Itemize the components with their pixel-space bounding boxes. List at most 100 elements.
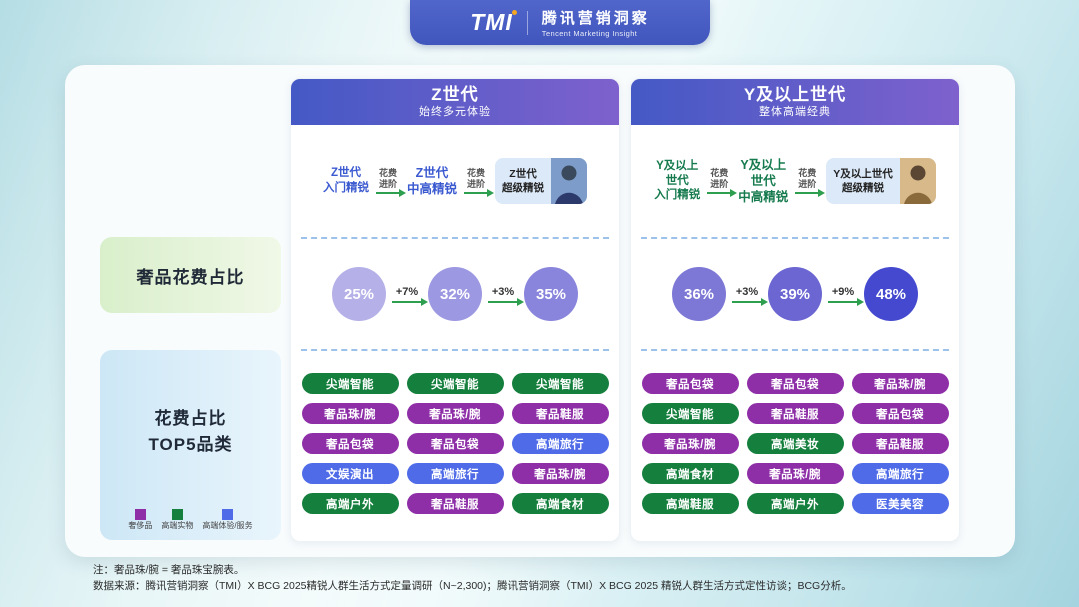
spend-share-circle: 25% bbox=[332, 267, 386, 321]
logo-divider bbox=[526, 10, 528, 35]
top5-category-pill: 高端旅行 bbox=[511, 433, 609, 454]
step-line: 花费 bbox=[798, 167, 817, 178]
delta-label: +7% bbox=[395, 285, 419, 298]
right-arrow-icon bbox=[828, 297, 864, 306]
step-line: 进阶 bbox=[378, 179, 397, 189]
stage-line: Z世代 bbox=[330, 167, 361, 180]
z-gen-portrait-photo bbox=[551, 158, 587, 204]
brand-name-cn: 腾讯营销洞察 bbox=[541, 10, 650, 27]
top5-category-pill: 高端旅行 bbox=[406, 463, 504, 484]
tmi-logo: TMI bbox=[470, 9, 517, 35]
spend-share-circle: 36% bbox=[672, 267, 726, 321]
top5-category-pill: 高端食材 bbox=[641, 463, 739, 484]
dashed-divider bbox=[301, 237, 609, 239]
legend-label: 奢侈品 bbox=[128, 521, 153, 530]
top5-category-pill: 奢品珠/腕 bbox=[511, 463, 609, 484]
brand-name-en: Tencent Marketing Insight bbox=[541, 29, 638, 38]
footnote-definition: 注：奢品珠/腕 = 奢品珠宝腕表。 bbox=[93, 564, 245, 576]
right-arrow-icon bbox=[707, 189, 738, 198]
top5-category-pill: 奢品鞋服 bbox=[746, 403, 844, 424]
stage-line: 中高精锐 bbox=[406, 182, 457, 196]
step-line: 花费 bbox=[710, 167, 729, 178]
super-elite-label: Y及以上世代 超级精锐 bbox=[826, 162, 900, 200]
main-card: 奢品花费占比 花费占比 TOP5品类 奢侈品 高端实物 高端体验/服务 Z世代 始终… bbox=[65, 65, 1015, 557]
stage-line: 入门精锐 bbox=[322, 182, 369, 194]
right-arrow-icon bbox=[464, 189, 494, 198]
top5-category-pill: 尖端智能 bbox=[301, 373, 399, 394]
top5-category-pill: 医美美容 bbox=[851, 493, 949, 514]
spend-share-circle: 32% bbox=[428, 267, 482, 321]
spend-share-delta: +3% bbox=[488, 285, 524, 306]
spend-upgrade-step: 花费 进阶 bbox=[464, 167, 494, 198]
top5-category-pill: 奢品珠/腕 bbox=[641, 433, 739, 454]
super-elite-label: Z世代 超级精锐 bbox=[495, 162, 551, 200]
stage-line: Z世代 bbox=[509, 167, 537, 180]
panel-z-title: Z世代 bbox=[431, 85, 479, 105]
delta-label: +3% bbox=[491, 285, 515, 298]
top5-category-pill: 尖端智能 bbox=[406, 373, 504, 394]
step-line: 花费 bbox=[466, 167, 485, 178]
spend-share-circle: 48% bbox=[864, 267, 918, 321]
stage-line: Y及以上 bbox=[740, 157, 787, 172]
top5-category-pill: 高端美妆 bbox=[746, 433, 844, 454]
flow-stage-entry-elite: Z世代 入门精锐 bbox=[323, 166, 369, 196]
persona-flow-y: Y及以上 世代 入门精锐 花费 进阶 Y及以上 世代 中高精锐 花费 进阶 bbox=[631, 125, 959, 237]
flow-stage-super-elite: Y及以上世代 超级精锐 bbox=[826, 158, 936, 204]
top5-category-pill: 奢品包袋 bbox=[641, 373, 739, 394]
panel-y-subtitle: 整体高端经典 bbox=[759, 105, 831, 118]
tmi-header-badge: TMI 腾讯营销洞察 Tencent Marketing Insight bbox=[410, 0, 710, 45]
brand-titles: 腾讯营销洞察 Tencent Marketing Insight bbox=[542, 7, 650, 38]
row-label-top5-categories: 花费占比 TOP5品类 奢侈品 高端实物 高端体验/服务 bbox=[100, 350, 281, 540]
legend-item: 高端体验/服务 bbox=[202, 509, 253, 530]
legend-swatch bbox=[134, 509, 146, 520]
footnotes: 注：奢品珠/腕 = 奢品珠宝腕表。 数据来源：腾讯营销洞察（TMI）X BCG … bbox=[93, 562, 852, 595]
dashed-divider bbox=[641, 237, 949, 239]
top5-category-pill: 高端鞋服 bbox=[641, 493, 739, 514]
footnote-source: 数据来源：腾讯营销洞察（TMI）X BCG 2025精锐人群生活方式定量调研（N… bbox=[93, 580, 852, 593]
top5-category-pill: 奢品鞋服 bbox=[406, 493, 504, 514]
top5-pill-grid-z: 尖端智能 尖端智能 尖端智能 奢品珠/腕 奢品珠/腕 奢品鞋服 奢品包袋 奢品包袋 高端旅行 文娱… bbox=[291, 351, 619, 514]
step-line: 花费 bbox=[378, 167, 397, 178]
spend-share-delta: +3% bbox=[732, 286, 768, 306]
top5-category-pill: 奢品包袋 bbox=[301, 433, 399, 454]
top5-label-line2: TOP5品类 bbox=[148, 435, 233, 454]
stage-line: 世代 bbox=[665, 174, 689, 187]
y-gen-portrait-photo bbox=[899, 158, 936, 204]
stage-line: 超级精锐 bbox=[502, 182, 544, 194]
panel-gen-z: Z世代 始终多元体验 Z世代 入门精锐 花费 进阶 Z世代 中高精锐 bbox=[290, 78, 620, 542]
top5-category-pill: 奢品鞋服 bbox=[851, 433, 949, 454]
flow-stage-entry-elite: Y及以上 世代 入门精锐 bbox=[654, 159, 700, 204]
stage-line: 入门精锐 bbox=[654, 189, 701, 202]
top5-category-pill: 奢品包袋 bbox=[851, 403, 949, 424]
top5-category-pill: 高端户外 bbox=[301, 493, 399, 514]
top5-category-pill: 奢品包袋 bbox=[406, 433, 504, 454]
top5-category-pill: 奢品珠/腕 bbox=[301, 403, 399, 424]
panel-y-title: Y及以上世代 bbox=[743, 85, 847, 105]
luxury-spend-share-y: 36% +3% 39% +9% 48% bbox=[631, 239, 959, 349]
panel-z-subtitle: 始终多元体验 bbox=[419, 105, 491, 118]
panel-z-header: Z世代 始终多元体验 bbox=[291, 79, 619, 125]
top5-category-pill: 高端食材 bbox=[511, 493, 609, 514]
top5-pill-grid-y: 奢品包袋 奢品包袋 奢品珠/腕 尖端智能 奢品鞋服 奢品包袋 奢品珠/腕 高端美妆 奢品鞋服 高端… bbox=[631, 351, 959, 514]
dashed-divider bbox=[301, 349, 609, 351]
stage-line: Y及以上世代 bbox=[833, 167, 893, 180]
flow-stage-mid-elite: Z世代 中高精锐 bbox=[407, 165, 457, 198]
delta-label: +9% bbox=[831, 285, 855, 298]
top5-category-pill: 文娱演出 bbox=[301, 463, 399, 484]
right-arrow-icon bbox=[732, 297, 768, 306]
top5-category-pill: 奢品包袋 bbox=[746, 373, 844, 394]
top5-label-line1: 花费占比 bbox=[154, 408, 227, 428]
right-arrow-icon bbox=[375, 189, 406, 198]
legend-label: 高端实物 bbox=[161, 521, 194, 530]
legend-swatch bbox=[171, 509, 183, 520]
legend-swatch bbox=[221, 509, 233, 520]
legend-label: 高端体验/服务 bbox=[202, 521, 253, 530]
flow-stage-mid-elite: Y及以上 世代 中高精锐 bbox=[738, 157, 788, 206]
top5-category-pill: 奢品鞋服 bbox=[511, 403, 609, 424]
stage-line: Z世代 bbox=[415, 165, 449, 180]
step-line: 进阶 bbox=[710, 179, 729, 189]
stage-line: 世代 bbox=[750, 173, 776, 188]
spend-share-circle: 35% bbox=[524, 267, 578, 321]
flow-stage-super-elite: Z世代 超级精锐 bbox=[495, 158, 587, 204]
